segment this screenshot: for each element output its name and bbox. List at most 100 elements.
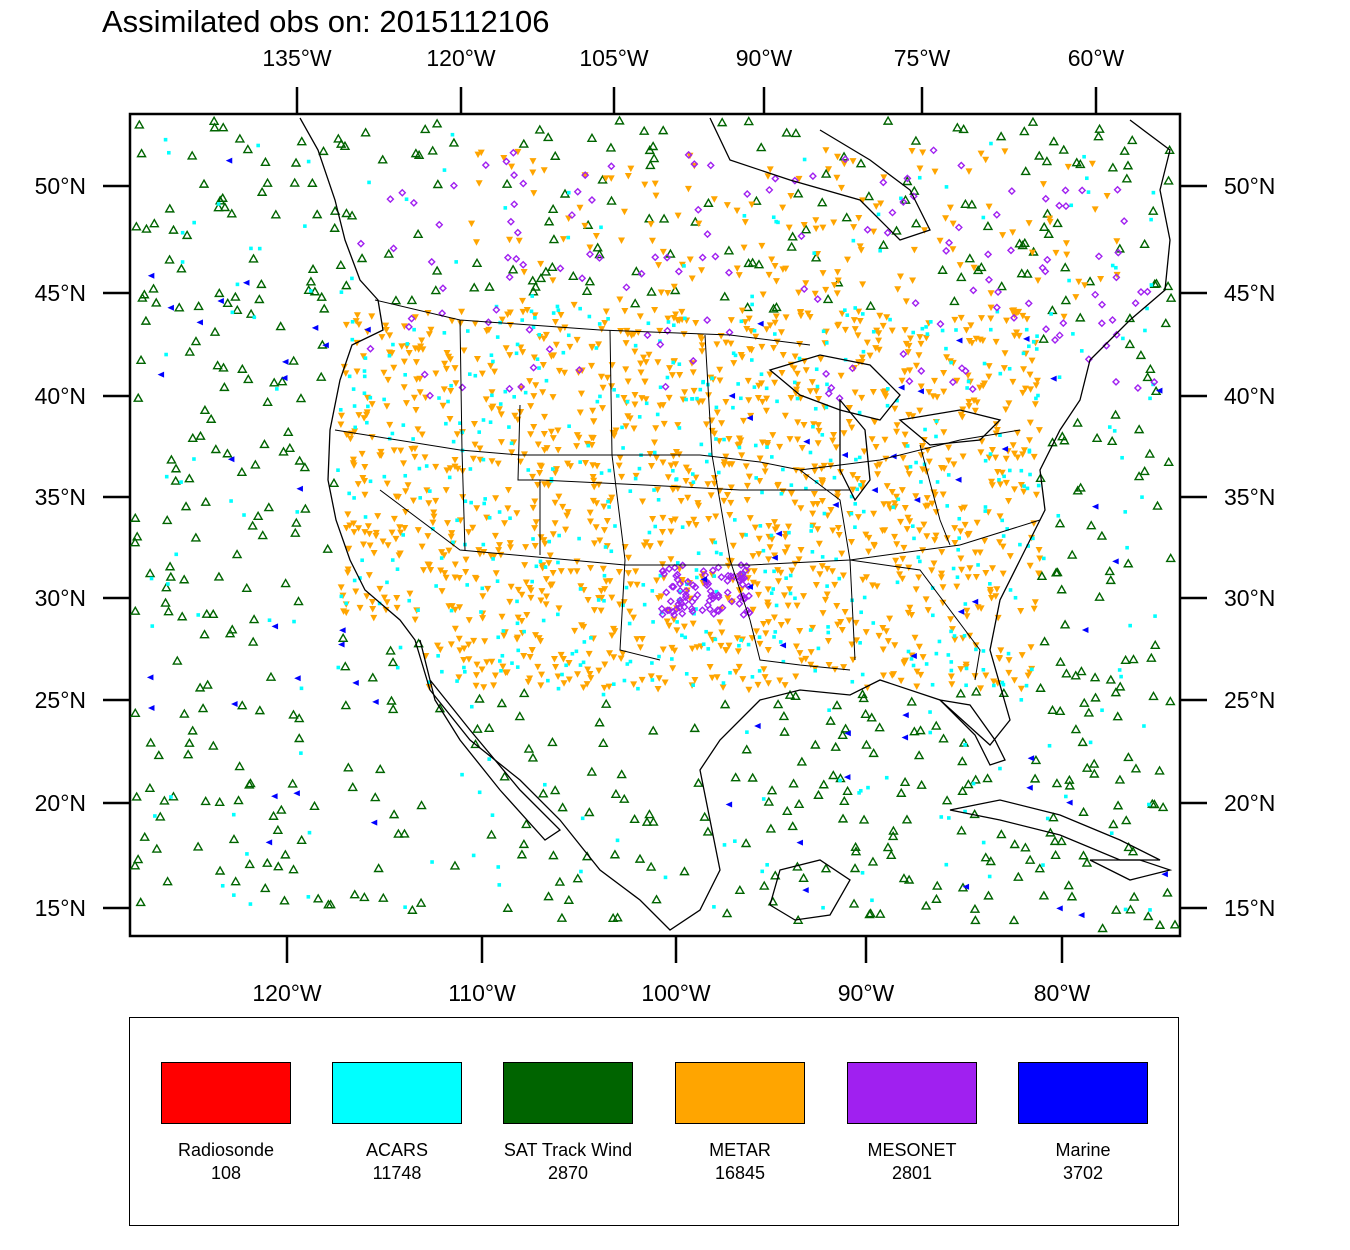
metar-obs (589, 473, 597, 481)
acars-obs (350, 337, 355, 342)
metar-obs (778, 369, 786, 377)
metar-obs (917, 383, 925, 391)
sat-track-wind-obs (549, 785, 561, 795)
metar-obs (656, 540, 664, 548)
acars-obs (496, 865, 501, 869)
metar-obs (469, 455, 477, 463)
metar-obs (656, 402, 664, 410)
metar-obs (996, 513, 1004, 520)
sat-track-wind-obs (867, 856, 879, 866)
mesonet-obs (713, 606, 722, 615)
metar-obs (855, 214, 863, 222)
sat-track-wind-obs (184, 473, 195, 483)
metar-obs (451, 457, 459, 464)
metar-obs (814, 526, 822, 533)
acars-obs (891, 505, 896, 510)
sat-track-wind-obs (839, 795, 850, 806)
acars-obs (1005, 527, 1010, 531)
acars-obs (248, 902, 253, 906)
metar-obs (642, 539, 650, 546)
sat-track-wind-obs (909, 726, 920, 736)
metar-obs (411, 616, 419, 624)
metar-obs (967, 322, 975, 329)
mesonet-obs (658, 610, 667, 619)
acars-obs (550, 467, 555, 471)
sat-track-wind-obs (793, 188, 804, 198)
acars-obs (708, 452, 712, 457)
acars-obs (180, 260, 185, 264)
metar-obs (563, 512, 571, 520)
sat-track-wind-obs (740, 838, 752, 848)
metar-obs (791, 499, 799, 507)
acars-obs (930, 682, 935, 687)
acars-obs (589, 636, 593, 640)
metar-obs (593, 500, 601, 507)
metar-obs (838, 627, 846, 634)
sat-track-wind-obs (1169, 919, 1181, 929)
sat-track-wind-obs (231, 549, 243, 559)
acars-obs (516, 648, 521, 653)
acars-obs (1027, 344, 1031, 349)
metar-obs (815, 540, 823, 548)
metar-obs (920, 521, 928, 529)
marine-obs (271, 623, 279, 630)
metar-obs (422, 394, 430, 402)
sat-track-wind-obs (131, 221, 142, 231)
acars-obs (628, 659, 633, 664)
top-lon-label: 135°W (262, 45, 332, 71)
metar-obs (809, 501, 817, 508)
metar-obs (752, 333, 760, 341)
sat-track-wind-obs (644, 144, 655, 155)
acars-obs (981, 667, 986, 672)
metar-obs (540, 481, 548, 488)
metar-obs (430, 509, 438, 516)
metar-obs (447, 388, 455, 395)
metar-obs (396, 524, 404, 531)
metar-obs (624, 554, 632, 562)
metar-obs (732, 668, 740, 676)
mesonet-obs (519, 179, 528, 188)
sat-track-wind-obs (971, 686, 982, 696)
metar-obs (876, 312, 884, 320)
mesonet-obs (1091, 290, 1100, 299)
sat-track-wind-obs (972, 265, 984, 275)
mesonet-obs (651, 253, 660, 262)
metar-obs (414, 426, 422, 433)
metar-obs (959, 453, 967, 461)
acars-obs (746, 642, 751, 647)
sat-track-wind-obs (180, 501, 192, 511)
acars-obs (934, 419, 939, 423)
acars-obs (821, 329, 826, 334)
metar-obs (557, 651, 565, 659)
sat-track-wind-obs (607, 912, 619, 923)
sat-track-wind-obs (1008, 915, 1020, 925)
metar-obs (749, 553, 757, 560)
acars-obs (911, 524, 915, 528)
bottom-lon-label: 100°W (641, 980, 711, 1006)
metar-obs (779, 204, 787, 212)
metar-obs (906, 604, 914, 612)
metar-obs (829, 527, 837, 535)
metar-obs (1072, 294, 1080, 301)
acars-obs (650, 589, 655, 593)
metar-obs (919, 443, 927, 450)
sat-track-wind-obs (1013, 871, 1024, 881)
metar-obs (676, 372, 684, 379)
metar-obs (630, 681, 638, 688)
acars-obs (480, 586, 485, 591)
acars-obs (860, 672, 865, 677)
metar-obs (471, 320, 479, 328)
state-border (749, 619, 851, 671)
sat-track-wind-obs (1072, 417, 1083, 427)
mesonet-obs (994, 288, 1003, 296)
metar-obs (670, 314, 678, 322)
metar-obs (802, 367, 810, 374)
sat-track-wind-obs (259, 439, 270, 449)
sat-track-wind-obs (882, 115, 894, 125)
acars-obs (391, 342, 395, 347)
acars-obs (997, 478, 1001, 482)
acars-obs (885, 403, 890, 408)
sat-track-wind-obs (734, 884, 746, 895)
acars-obs (1067, 278, 1071, 283)
acars-obs (922, 462, 927, 467)
